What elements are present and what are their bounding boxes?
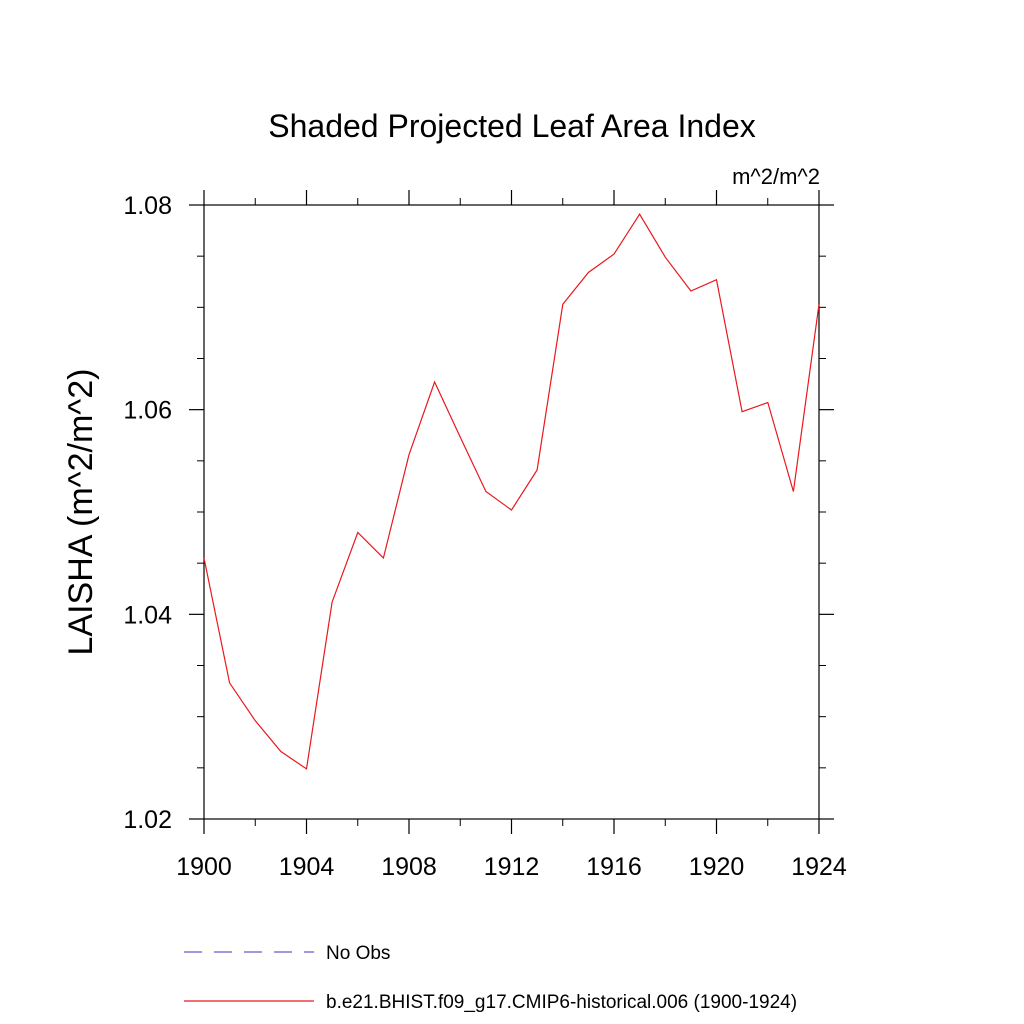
y-tick-label: 1.02	[123, 806, 172, 834]
chart-title: Shaded Projected Leaf Area Index	[268, 108, 755, 144]
x-tick-labels: 1900 1904 1908 1912 1916 1920 1924	[176, 853, 847, 881]
plot-frame	[203, 204, 820, 820]
x-tick-label: 1908	[381, 853, 437, 881]
y-tick-label: 1.08	[123, 192, 172, 220]
x-tick-label: 1916	[586, 853, 642, 881]
x-tick-label: 1900	[176, 853, 232, 881]
legend-label: b.e21.BHIST.f09_g17.CMIP6-historical.006…	[326, 992, 797, 1013]
x-tick-label: 1920	[689, 853, 745, 881]
axis-ticks	[189, 190, 834, 834]
series-group	[203, 213, 820, 770]
y-tick-label: 1.06	[123, 397, 172, 425]
series-line	[203, 213, 820, 770]
legend-label: No Obs	[326, 943, 390, 964]
x-tick-label: 1912	[484, 853, 540, 881]
x-tick-label: 1904	[279, 853, 335, 881]
units-label: m^2/m^2	[732, 164, 820, 189]
y-tick-label: 1.04	[123, 601, 172, 629]
y-axis-label: LAISHA (m^2/m^2)	[62, 369, 100, 656]
y-tick-labels: 1.02 1.04 1.06 1.08	[123, 192, 172, 834]
legend: No Obs b.e21.BHIST.f09_g17.CMIP6-historic…	[184, 943, 797, 1013]
x-tick-label: 1924	[791, 853, 847, 881]
